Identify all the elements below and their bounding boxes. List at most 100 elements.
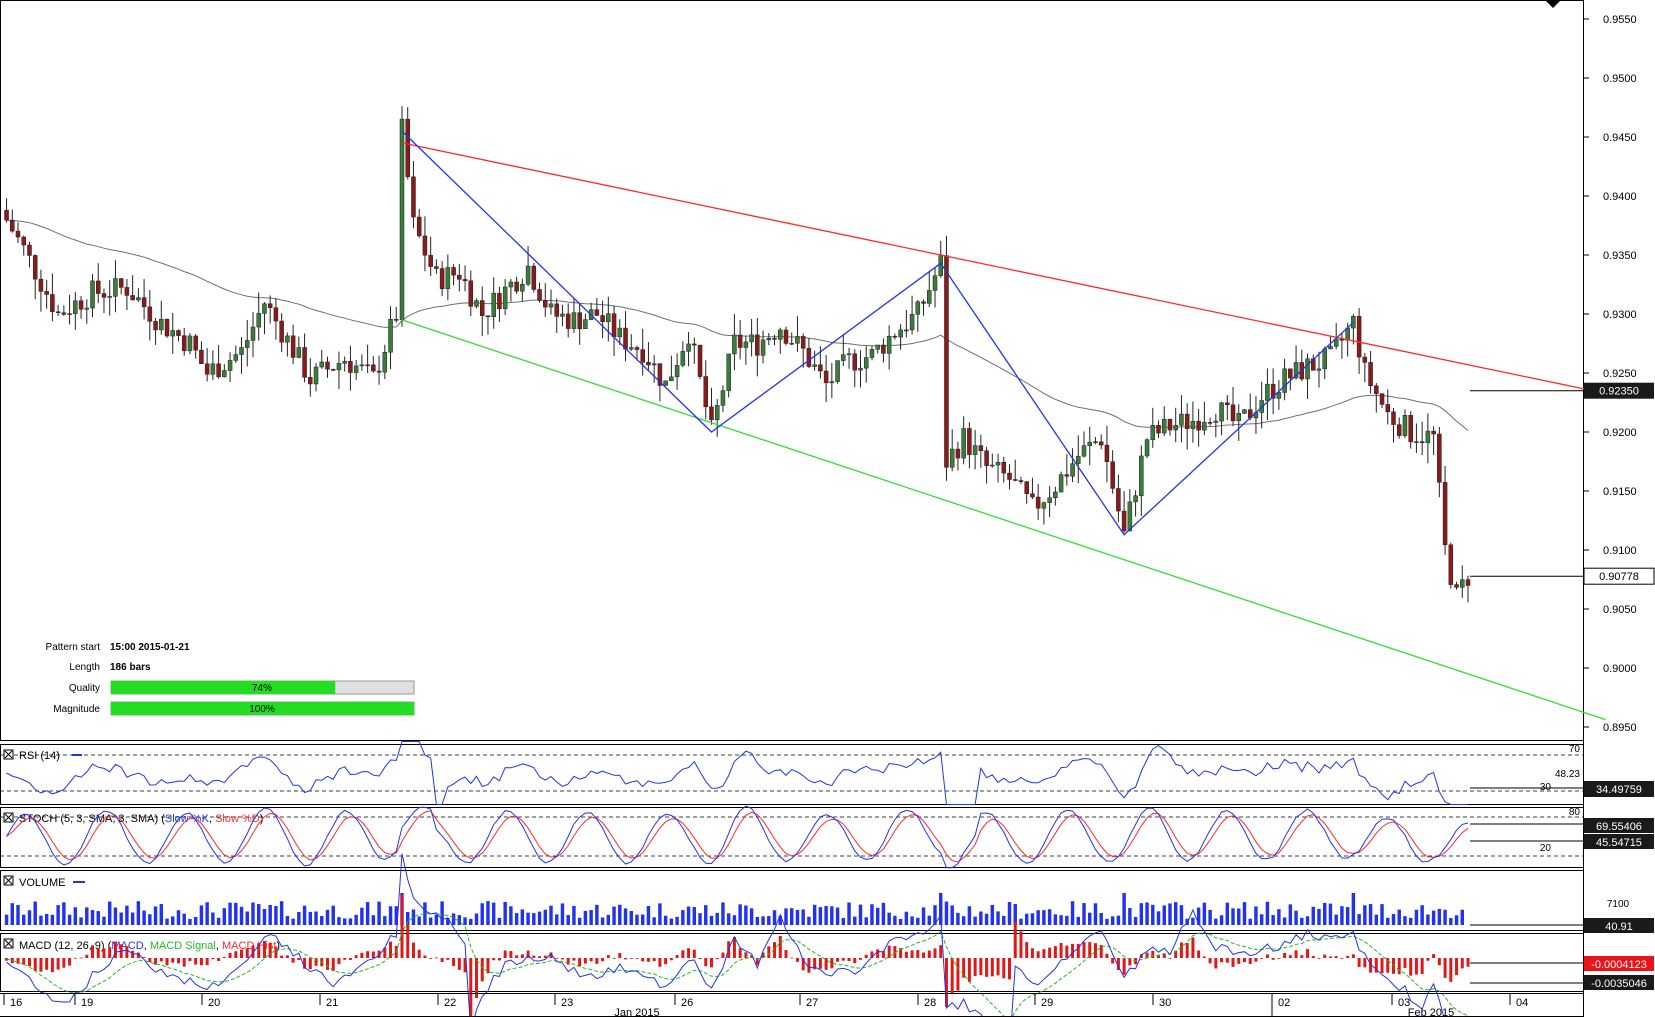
volume-bar: [600, 917, 605, 925]
macd-hist-bar: [182, 958, 186, 967]
macd-hist-bar: [1414, 958, 1418, 975]
volume-bar: [480, 903, 484, 925]
volume-bar: [801, 909, 805, 925]
volume-bar: [939, 893, 943, 925]
macd-title-comma2: ,: [216, 940, 222, 952]
volume-bar: [1231, 908, 1235, 925]
candle-body: [1150, 425, 1156, 440]
candle-body: [1076, 455, 1081, 464]
stoch-slow-k-line: [6, 805, 1469, 869]
volume-bar: [629, 910, 633, 925]
candle-body: [1419, 441, 1425, 443]
volume-bar: [1403, 916, 1407, 925]
candle-body: [1098, 441, 1104, 446]
macd-hist-bar: [1380, 958, 1384, 974]
candle-body: [1087, 441, 1092, 446]
macd-hist-bar: [1065, 945, 1069, 958]
candle-body: [199, 349, 204, 364]
volume-bar: [979, 911, 983, 925]
volume-bar: [956, 912, 960, 925]
candle-body: [697, 344, 703, 377]
candle-body: [1161, 418, 1167, 434]
volume-bar: [560, 903, 565, 925]
date-label: 03: [1398, 997, 1410, 1009]
candle-body: [210, 363, 216, 375]
macd-hist-bar: [738, 948, 742, 958]
macd-hist-bar: [652, 958, 656, 962]
macd-hist-bar: [303, 958, 307, 969]
macd-hist-bar: [629, 958, 633, 959]
macd-hist-bar: [1111, 958, 1115, 964]
volume-bar: [1002, 915, 1006, 925]
macd-hist-bar: [1053, 946, 1057, 958]
macd-hist-bar: [406, 924, 410, 958]
volume-bar: [1420, 905, 1424, 925]
macd-hist-bar: [417, 949, 421, 958]
volume-bar: [371, 915, 376, 925]
volume-bar: [681, 910, 685, 925]
macd-hist-bar: [1340, 957, 1344, 959]
macd-hist-bar: [795, 958, 799, 962]
macd-hist-bar: [16, 958, 20, 964]
macd-hist-bar: [818, 958, 822, 969]
candle-body: [353, 365, 359, 373]
length-value: 186 bars: [110, 662, 151, 673]
volume-bar: [211, 912, 215, 925]
volume-bar: [331, 905, 335, 925]
candle-body: [720, 390, 726, 406]
stoch-title-main: STOCH (5, 3, SMA, 3, SMA): [19, 813, 158, 825]
volume-bar: [325, 909, 330, 925]
volume-bar: [967, 906, 972, 925]
candle-body: [342, 361, 347, 364]
candle-body: [1374, 385, 1379, 394]
candle-body: [680, 351, 686, 366]
macd-hist-bar: [274, 946, 278, 958]
candle-body: [932, 275, 938, 291]
candle-body: [709, 406, 714, 421]
price-tick-label: 0.9050: [1603, 604, 1637, 616]
macd-hist-bar: [308, 958, 312, 970]
macd-hist-bar: [985, 958, 989, 977]
candle-body: [898, 329, 903, 338]
candle-body: [1288, 368, 1293, 379]
candle-body: [1368, 362, 1373, 387]
macd-value: -0.0035046: [1591, 978, 1647, 990]
date-label: 26: [681, 997, 693, 1009]
macd-hist-bar: [1317, 957, 1321, 959]
chart-menu-arrow-icon[interactable]: [1545, 0, 1561, 8]
macd-hist-bar: [1082, 941, 1086, 958]
candle-body: [1431, 430, 1436, 435]
price-tick-label: 0.9400: [1603, 191, 1637, 203]
candle-body: [755, 334, 760, 356]
candle-body: [239, 347, 244, 355]
volume-bar: [130, 912, 135, 925]
macd-hist-bar: [108, 947, 112, 958]
macd-hist-bar: [1042, 949, 1046, 958]
volume-bar: [669, 918, 674, 925]
candle-body: [61, 312, 67, 315]
candle-body: [623, 327, 628, 350]
candle-body: [124, 287, 130, 296]
macd-hist-bar: [85, 954, 89, 958]
macd-hist-bar: [1260, 958, 1264, 959]
volume-bar: [1191, 917, 1195, 925]
volume-bar: [16, 904, 20, 925]
candle-body: [1276, 392, 1282, 399]
macd-signal-badge: [1584, 956, 1654, 971]
candle-body: [32, 255, 38, 280]
candle-body: [1454, 584, 1459, 588]
candle-body: [1058, 474, 1064, 493]
macd-hist-bar: [1002, 958, 1006, 979]
volume-bar: [1328, 903, 1333, 925]
candle-body: [147, 306, 153, 322]
macd-hist-bar: [1036, 951, 1040, 958]
volume-bar: [469, 918, 473, 925]
candle-body: [972, 445, 978, 455]
candle-body: [1408, 415, 1413, 443]
macd-hist-bar: [979, 958, 983, 975]
macd-hist-bar: [864, 954, 868, 958]
macd-hist-bar: [1088, 942, 1092, 958]
volume-bar: [853, 916, 857, 925]
volume-bar: [62, 902, 66, 925]
macd-hist-bar: [893, 946, 897, 958]
